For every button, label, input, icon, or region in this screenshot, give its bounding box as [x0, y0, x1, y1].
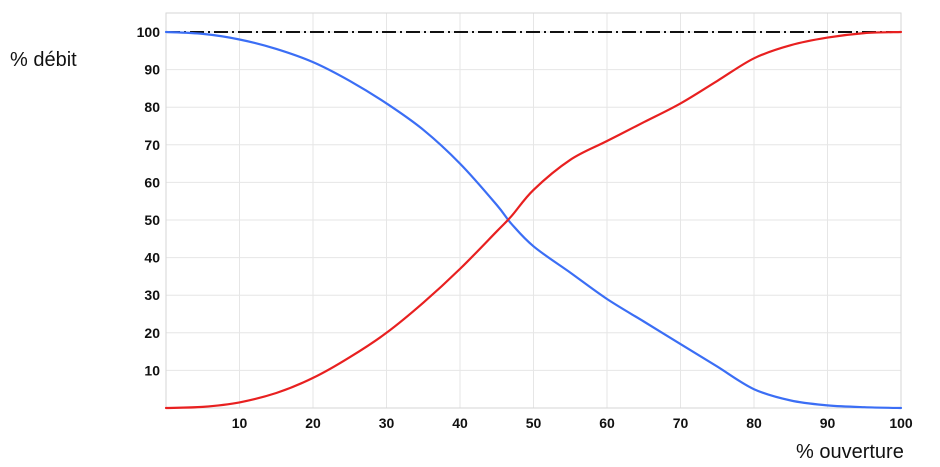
y-tick-label: 100: [137, 24, 161, 40]
y-axis-title: % débit: [10, 49, 77, 71]
x-tick-labels: 10 20 30 40 50 60 70 80 90 100: [232, 415, 913, 431]
y-tick-label: 10: [144, 362, 160, 378]
x-tick-label: 100: [889, 415, 913, 431]
y-tick-label: 50: [144, 212, 160, 228]
x-tick-label: 10: [232, 415, 248, 431]
y-tick-labels: 10 20 30 40 50 60 70 80 90 100: [137, 24, 161, 378]
series-line-blue: [164, 30, 903, 410]
y-tick-label: 30: [144, 287, 160, 303]
y-tick-label: 20: [144, 325, 160, 341]
x-tick-label: 60: [599, 415, 615, 431]
y-tick-label: 40: [144, 250, 160, 266]
x-tick-label: 70: [673, 415, 689, 431]
y-tick-label: 70: [144, 137, 160, 153]
plot-frame: [165, 12, 902, 409]
series-group: [164, 30, 903, 410]
x-tick-label: 50: [526, 415, 542, 431]
y-tick-label: 80: [144, 99, 160, 115]
x-tick-label: 80: [746, 415, 762, 431]
x-tick-label: 20: [305, 415, 321, 431]
x-tick-label: 90: [820, 415, 836, 431]
x-tick-label: 40: [452, 415, 468, 431]
x-tick-label: 30: [379, 415, 395, 431]
y-tick-label: 60: [144, 174, 160, 190]
x-axis-title: % ouverture: [796, 441, 904, 463]
grid: [166, 13, 902, 408]
series-line-red: [164, 30, 903, 410]
y-tick-label: 90: [144, 62, 160, 78]
